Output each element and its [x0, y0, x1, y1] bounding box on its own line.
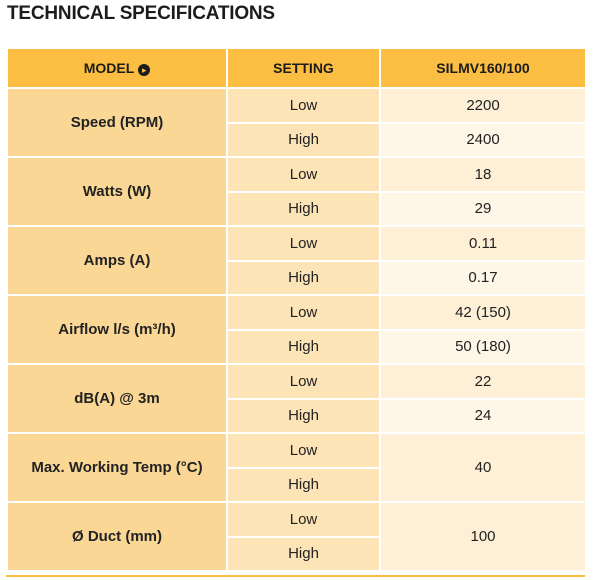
- table-row: High: [7, 466, 586, 503]
- spec-label-max-temp: Max. Working Temp (°C): [6, 432, 228, 503]
- table-row: Ø Duct (mm) Low 100: [6, 501, 587, 572]
- setting-cell: Low: [226, 225, 381, 262]
- setting-cell: High: [226, 328, 381, 365]
- arrow-right-icon: ▸: [138, 64, 151, 76]
- setting-cell: Low: [226, 363, 381, 400]
- value-cell: 29: [379, 190, 587, 227]
- value-cell: 18: [379, 156, 587, 193]
- model-column-header[interactable]: MODEL ▸: [6, 47, 228, 89]
- spec-label-noise: dB(A) @ 3m: [6, 363, 228, 434]
- table-header-row: MODEL ▸ SETTING SILMV160/100: [6, 47, 587, 89]
- table-row: Speed (RPM) Low 2200: [6, 87, 587, 158]
- setting-cell: High: [226, 535, 381, 572]
- setting-cell: Low: [226, 156, 381, 193]
- spec-label-airflow: Airflow l/s (m³/h): [6, 294, 228, 365]
- value-cell: 22: [379, 363, 587, 400]
- setting-cell: High: [226, 121, 381, 158]
- table-row: High 2400: [7, 121, 587, 158]
- table-row: High 50 (180): [7, 328, 587, 365]
- table-bottom-rule: [6, 575, 585, 577]
- setting-cell: Low: [226, 294, 381, 331]
- specifications-table: MODEL ▸ SETTING SILMV160/100 Speed (RPM) …: [6, 47, 587, 572]
- setting-column-header: SETTING: [226, 47, 381, 89]
- value-cell: 0.17: [379, 259, 587, 296]
- table-row: Max. Working Temp (°C) Low 40: [6, 432, 587, 503]
- table-row: High: [7, 535, 586, 572]
- table-row: Amps (A) Low 0.11: [6, 225, 587, 296]
- model-header-label: MODEL: [83, 60, 135, 76]
- spec-label-speed: Speed (RPM): [6, 87, 228, 158]
- page-title: TECHNICAL SPECIFICATIONS: [7, 3, 275, 24]
- value-cell: 2400: [379, 121, 587, 158]
- table-row: High 0.17: [7, 259, 587, 296]
- setting-cell: High: [226, 466, 381, 503]
- table-row: Watts (W) Low 18: [6, 156, 587, 227]
- table-row: Airflow l/s (m³/h) Low 42 (150): [6, 294, 587, 365]
- table-row: High 29: [7, 190, 587, 227]
- setting-cell: High: [226, 259, 381, 296]
- setting-cell: Low: [226, 501, 381, 538]
- value-cell: 24: [379, 397, 587, 434]
- spec-label-amps: Amps (A): [6, 225, 228, 296]
- setting-cell: High: [226, 397, 381, 434]
- value-cell: 100: [379, 501, 587, 572]
- value-cell: 50 (180): [379, 328, 587, 365]
- setting-cell: Low: [226, 432, 381, 469]
- value-cell: 40: [379, 432, 587, 503]
- product-column-header: SILMV160/100: [379, 47, 587, 89]
- value-cell: 0.11: [379, 225, 587, 262]
- value-cell: 2200: [379, 87, 587, 124]
- spec-label-watts: Watts (W): [6, 156, 228, 227]
- setting-cell: Low: [226, 87, 381, 124]
- value-cell: 42 (150): [379, 294, 587, 331]
- setting-cell: High: [226, 190, 381, 227]
- table-row: dB(A) @ 3m Low 22: [6, 363, 587, 434]
- spec-label-duct: Ø Duct (mm): [6, 501, 228, 572]
- table-row: High 24: [7, 397, 587, 434]
